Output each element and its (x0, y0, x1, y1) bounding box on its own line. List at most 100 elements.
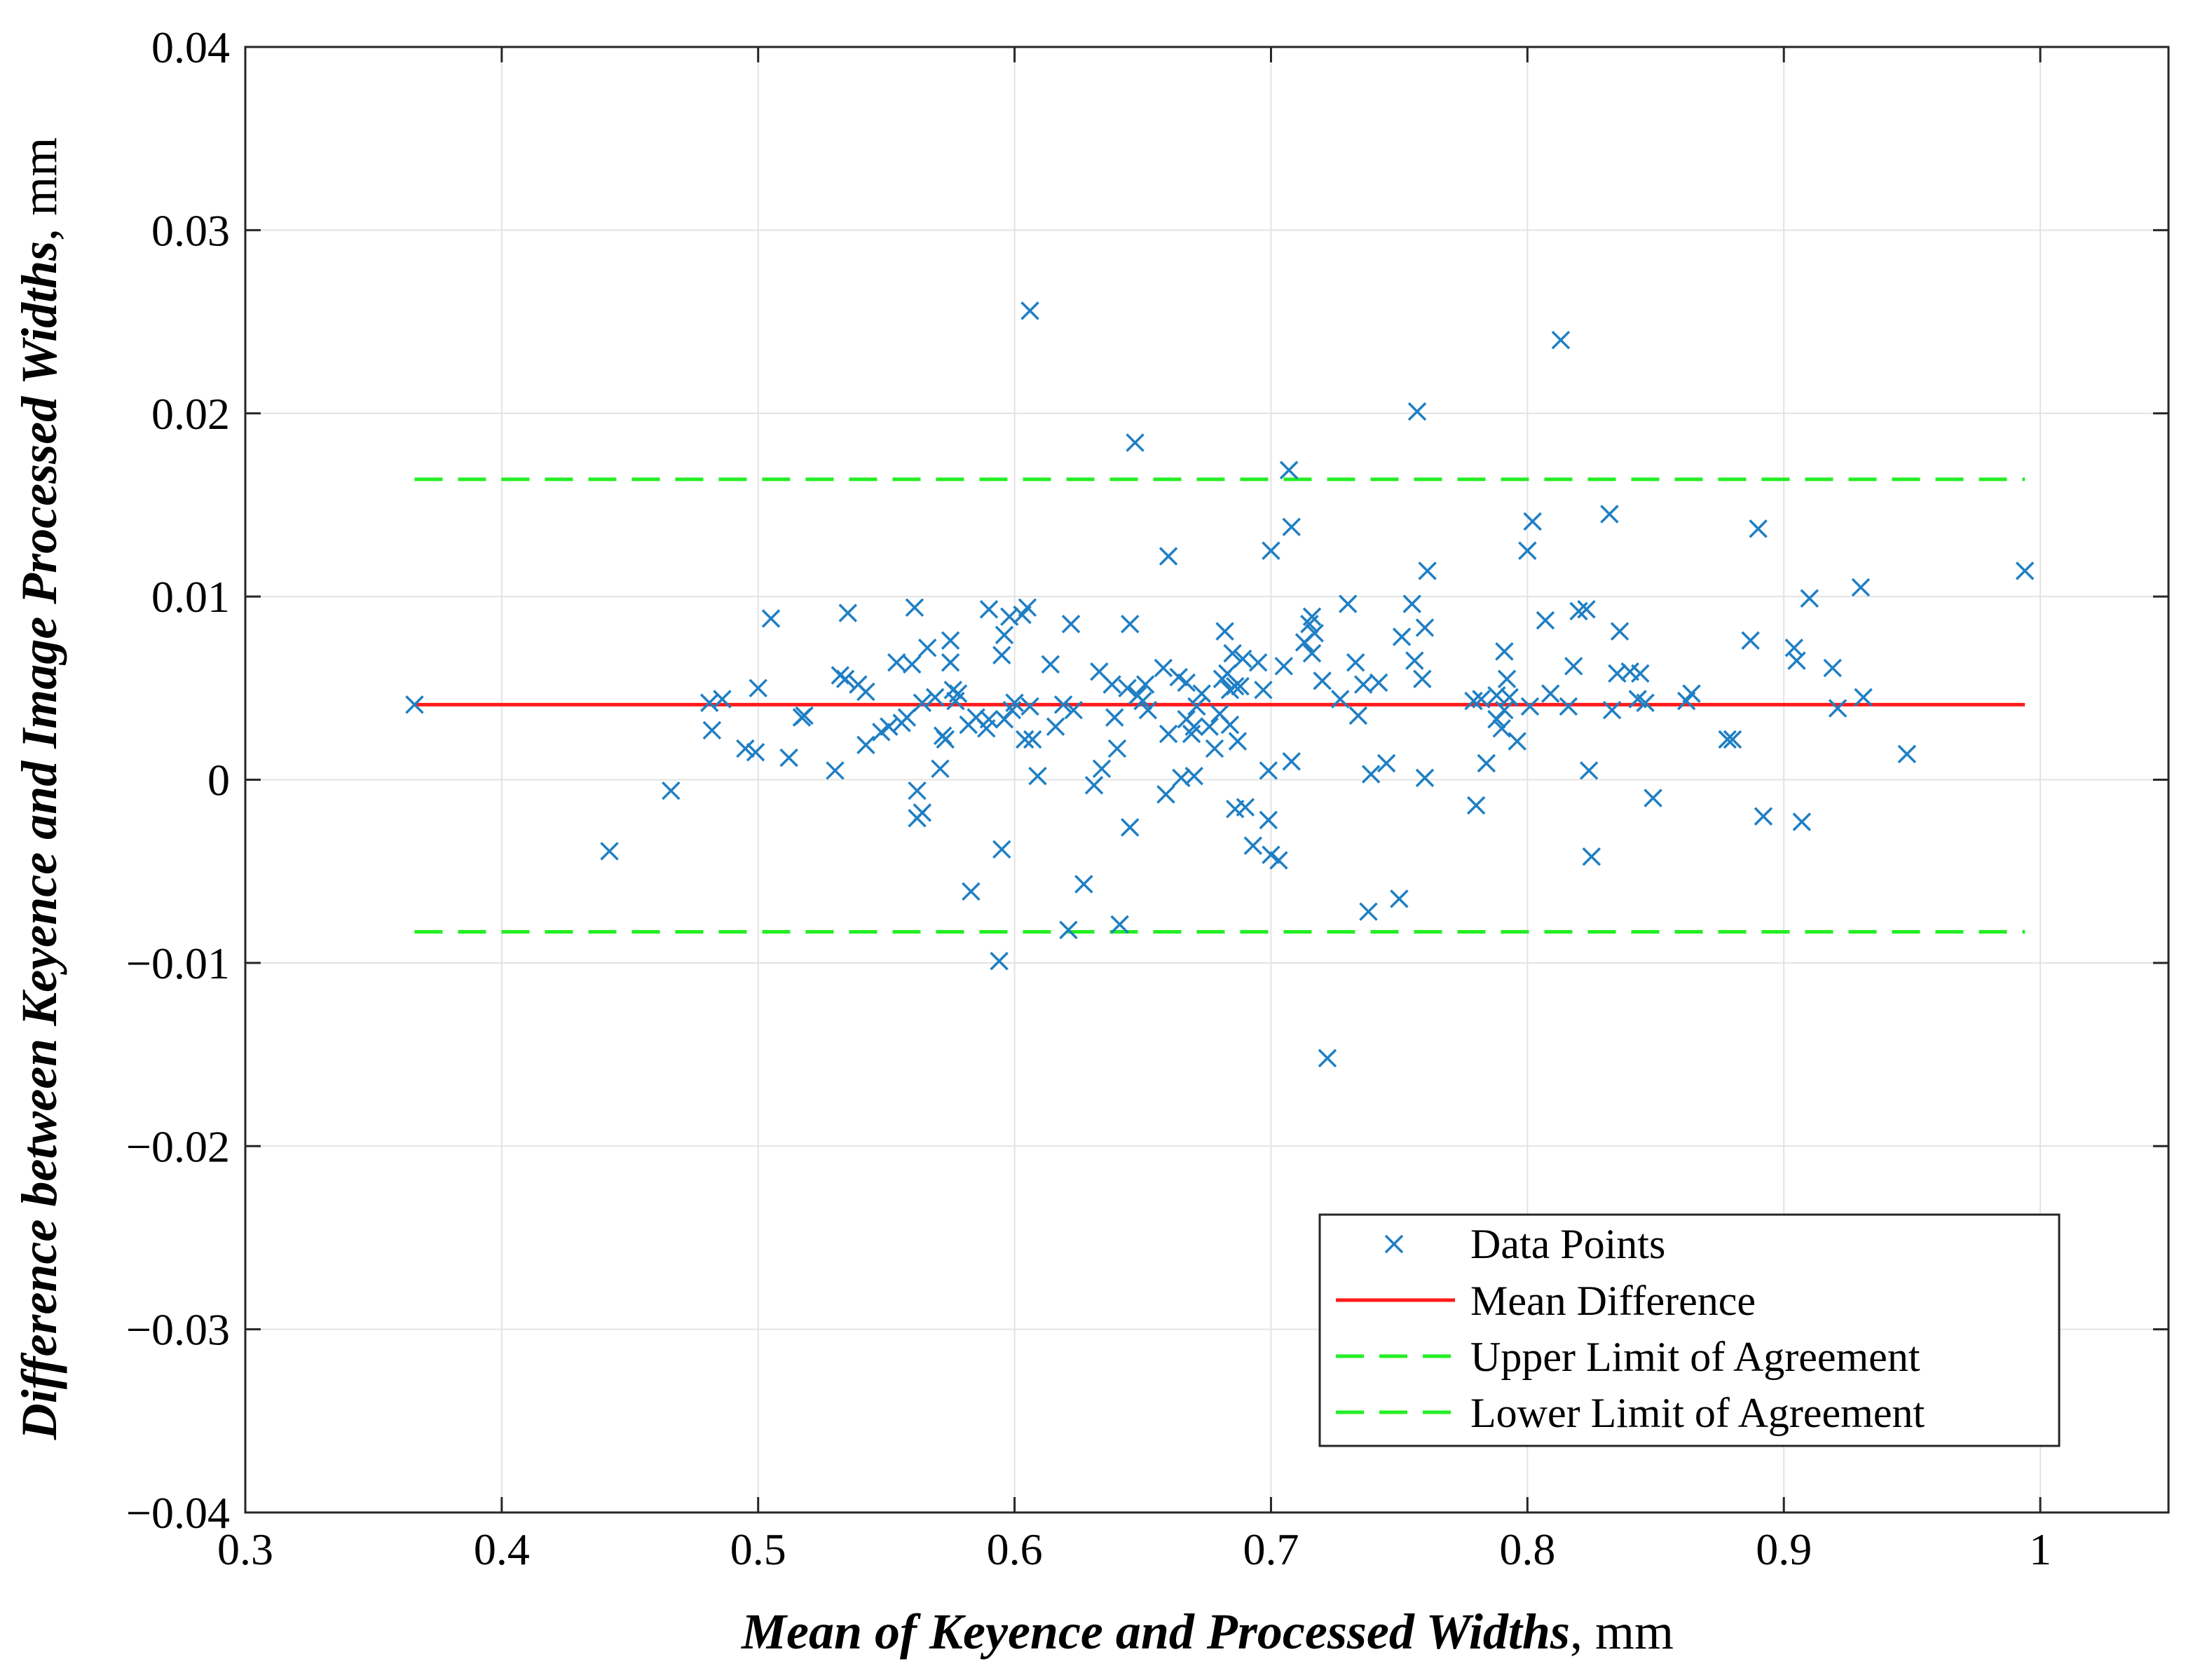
data-point (856, 735, 875, 755)
data-point (1126, 433, 1145, 452)
data-point (1415, 618, 1435, 637)
data-point (1133, 691, 1152, 711)
data-point (1107, 739, 1127, 758)
data-point (992, 646, 1011, 665)
data-point (1551, 330, 1571, 350)
data-point (1053, 695, 1073, 714)
legend-item-mean-difference: Mean Difference (1336, 1278, 1756, 1324)
data-point (1823, 658, 1842, 678)
data-point (948, 684, 968, 703)
data-point (1541, 684, 1560, 703)
data-point (1259, 761, 1278, 780)
data-point (936, 730, 955, 749)
data-point (905, 598, 924, 617)
data-point (1718, 730, 1737, 749)
data-point (1338, 594, 1358, 613)
data-point (941, 653, 960, 672)
data-point (2015, 561, 2035, 580)
data-point (1472, 690, 1491, 709)
legend-x-marker (1384, 1234, 1404, 1254)
data-point (1390, 889, 1409, 908)
data-point (795, 706, 814, 725)
legend-label-upper-limit: Upper Limit of Agreement (1470, 1334, 1920, 1380)
data-point (835, 669, 855, 688)
data-point (913, 803, 932, 822)
data-point (1318, 1049, 1337, 1068)
data-point (1105, 708, 1124, 727)
data-point (1723, 730, 1742, 749)
data-point (1231, 676, 1250, 696)
data-point (1018, 598, 1037, 617)
data-point (1279, 460, 1299, 480)
data-point (1508, 732, 1526, 751)
data-point (761, 609, 781, 628)
data-point (1187, 697, 1206, 716)
data-point (1369, 673, 1388, 692)
data-point (1497, 669, 1517, 688)
data-point (1220, 715, 1240, 735)
data-point (1466, 795, 1486, 815)
data-point (1262, 541, 1280, 561)
data-point (887, 653, 906, 672)
x-tick-label: 1 (2029, 1524, 2051, 1574)
data-point (1631, 664, 1650, 683)
data-point (897, 708, 917, 727)
data-point (1084, 776, 1104, 795)
y-tick-label: 0.01 (151, 572, 230, 622)
data-point (872, 723, 891, 742)
data-point (1415, 768, 1435, 788)
data-point (1121, 615, 1140, 634)
data-point (1305, 624, 1324, 643)
legend-item-data-points: Data Points (1384, 1221, 1665, 1267)
data-point (1262, 845, 1280, 864)
data-point (1121, 818, 1140, 837)
data-point (1600, 505, 1619, 524)
legend-label-lower-limit: Lower Limit of Agreement (1470, 1390, 1925, 1436)
data-point (1110, 915, 1129, 934)
x-tick-label: 0.7 (1243, 1524, 1299, 1574)
data-point (1259, 810, 1278, 830)
tick-labels: 0.3 0.4 0.5 0.6 0.7 0.8 0.9 1 −0.04 −0.03 −0.02 −0.… (126, 22, 2051, 1574)
series-layer (405, 301, 2035, 1068)
data-point (1407, 402, 1427, 421)
data-point (1749, 519, 1768, 538)
data-point (779, 748, 798, 767)
data-point (1353, 675, 1373, 694)
data-point (917, 638, 937, 657)
data-point (1223, 643, 1242, 663)
data-point (1015, 730, 1034, 749)
legend-item-upper-limit: Upper Limit of Agreement (1336, 1334, 1920, 1380)
data-point (931, 759, 950, 779)
legend-item-lower-limit: Lower Limit of Agreement (1336, 1390, 1925, 1436)
data-point (1282, 517, 1301, 537)
data-point (1192, 684, 1211, 703)
y-tick-label: −0.03 (126, 1305, 230, 1355)
data-point (1169, 667, 1188, 687)
y-axis-title-main: Difference between Keyence and Image Pro… (11, 241, 67, 1440)
data-point (913, 693, 932, 712)
data-point (1800, 589, 1819, 608)
data-point (1177, 673, 1196, 692)
x-tick-label: 0.6 (987, 1524, 1043, 1574)
data-point (1854, 688, 1873, 707)
x-tick-label: 0.3 (217, 1524, 273, 1574)
x-tick-label: 0.4 (474, 1524, 530, 1574)
y-tick-label: −0.04 (126, 1488, 230, 1538)
data-point (1302, 607, 1322, 627)
data-point (1579, 761, 1599, 780)
data-point (1046, 717, 1065, 736)
data-point (1492, 719, 1511, 738)
data-point (1282, 752, 1301, 771)
data-point (662, 781, 681, 800)
data-point (1005, 693, 1024, 712)
data-point (838, 603, 858, 622)
data-point (1092, 759, 1112, 779)
data-point (856, 682, 875, 702)
y-tick-label: 0.03 (151, 205, 230, 255)
data-point (1064, 700, 1083, 720)
data-point (1536, 610, 1555, 630)
x-tick-label: 0.5 (730, 1524, 786, 1574)
data-point (992, 840, 1011, 859)
data-point (1102, 675, 1121, 694)
data-point (1520, 697, 1540, 716)
